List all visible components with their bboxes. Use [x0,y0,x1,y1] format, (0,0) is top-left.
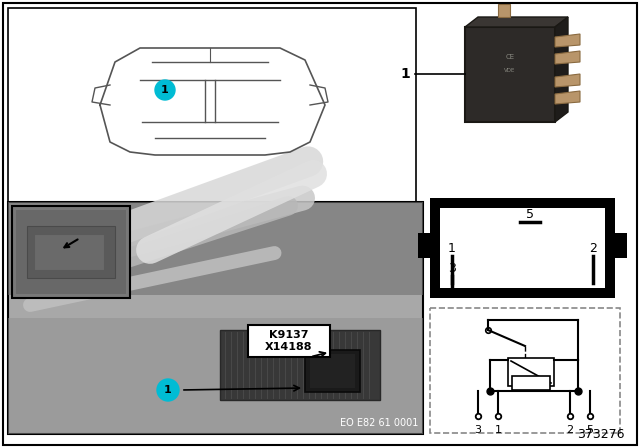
Bar [27,226,115,278]
Text: 2: 2 [566,425,573,435]
Bar [613,233,627,258]
Text: 1: 1 [164,385,172,395]
Polygon shape [555,51,580,64]
Text: CE: CE [506,54,515,60]
Bar [12,206,130,298]
Polygon shape [555,91,580,104]
Text: X14188: X14188 [265,342,313,352]
Bar [418,233,432,258]
Bar [310,354,355,388]
Bar [440,208,605,288]
Bar [430,308,620,433]
Text: K9137: K9137 [269,330,308,340]
Polygon shape [498,4,510,17]
Bar [248,325,330,357]
Bar [8,202,423,295]
Bar [8,8,416,203]
Text: 2: 2 [589,241,597,254]
Polygon shape [465,17,568,27]
Bar [8,202,423,434]
Text: 1: 1 [161,85,169,95]
Text: 373276: 373276 [577,428,625,441]
Text: 5: 5 [586,425,593,435]
Text: 3: 3 [474,425,481,435]
Polygon shape [465,27,555,122]
Circle shape [155,80,175,100]
Circle shape [157,379,179,401]
Bar [34,234,104,270]
Bar [508,358,554,386]
Text: 3: 3 [448,262,456,275]
Polygon shape [555,34,580,47]
Bar [220,330,380,400]
Bar [305,350,360,392]
Text: 1: 1 [400,67,410,81]
Text: EO E82 61 0001: EO E82 61 0001 [340,418,418,428]
Bar [512,376,550,390]
Text: 1: 1 [448,241,456,254]
Text: VDE: VDE [504,68,516,73]
Bar [16,210,126,294]
Bar [8,318,423,434]
Bar [430,198,615,298]
Polygon shape [555,17,568,122]
Polygon shape [555,74,580,87]
Text: 5: 5 [526,208,534,221]
Text: 1: 1 [495,425,502,435]
